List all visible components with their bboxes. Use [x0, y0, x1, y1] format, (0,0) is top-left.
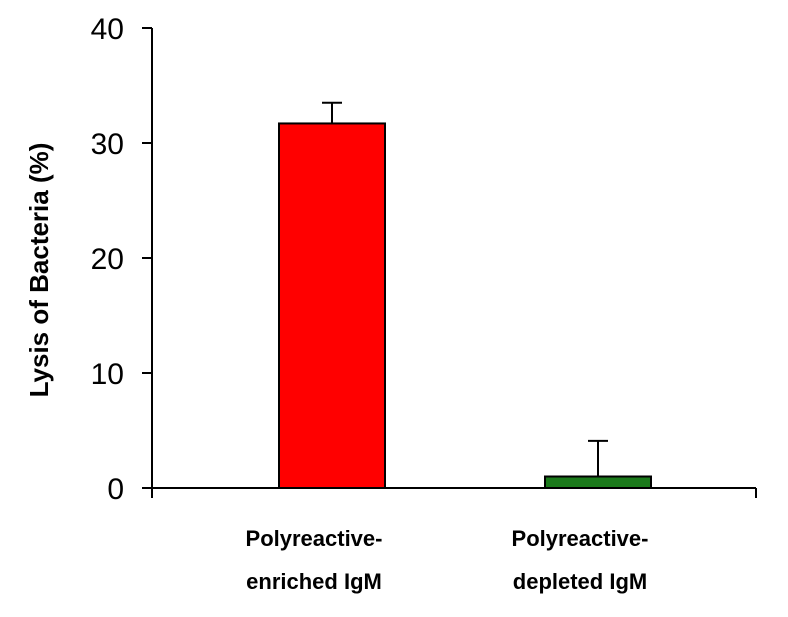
y-ticks: 0 10 20 30 40 — [91, 13, 152, 506]
category-label: Polyreactive- — [246, 526, 383, 551]
y-tick-label: 10 — [91, 358, 124, 391]
y-tick-label: 30 — [91, 128, 124, 161]
y-axis-title: Lysis of Bacteria (%) — [24, 143, 54, 398]
category-labels: Polyreactive-enriched IgM Polyreactive-de… — [246, 526, 649, 594]
bar — [544, 475, 652, 489]
bar — [278, 122, 386, 489]
category-label: depleted IgM — [513, 569, 647, 594]
category-label: enriched IgM — [246, 569, 382, 594]
y-tick-label: 0 — [107, 473, 124, 506]
y-tick-label: 40 — [91, 13, 124, 46]
axes — [151, 28, 757, 498]
category-label: Polyreactive- — [512, 526, 649, 551]
y-tick-label: 20 — [91, 243, 124, 276]
bars — [278, 101, 652, 489]
